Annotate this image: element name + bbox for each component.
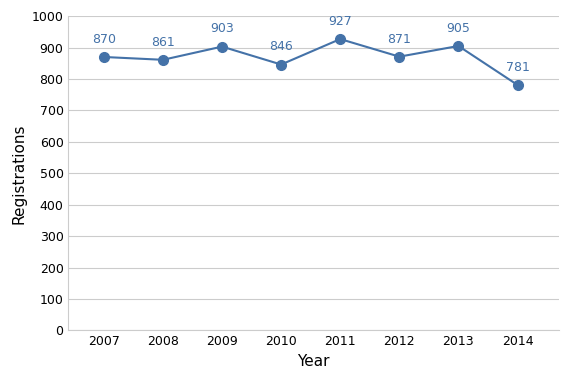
Text: 870: 870 [92, 33, 116, 46]
Text: 781: 781 [506, 61, 530, 74]
Text: 846: 846 [269, 40, 293, 54]
Text: 871: 871 [388, 33, 412, 46]
Text: 903: 903 [210, 22, 234, 35]
Y-axis label: Registrations: Registrations [11, 123, 26, 223]
X-axis label: Year: Year [298, 354, 330, 369]
Text: 861: 861 [151, 36, 175, 49]
Text: 905: 905 [446, 22, 470, 35]
Text: 927: 927 [328, 15, 352, 28]
